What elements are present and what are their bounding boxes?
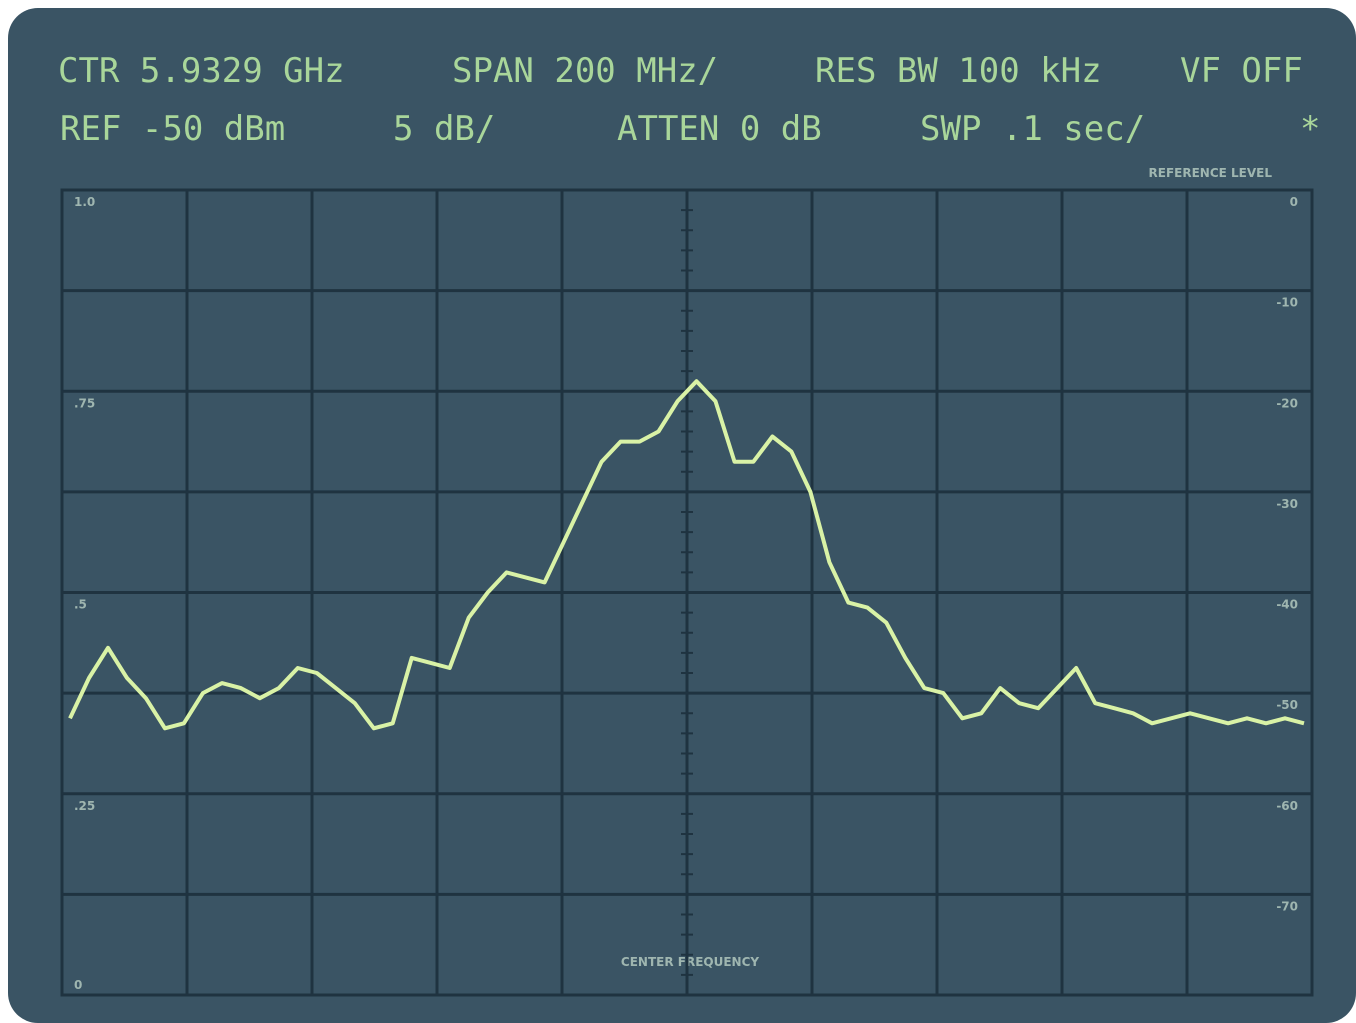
y-tick-label: .75	[74, 396, 95, 410]
y-tick-label: 0	[74, 978, 82, 992]
y-tick-label: .5	[74, 598, 87, 612]
header-text: ATTEN 0 dB	[617, 109, 822, 149]
header-text: VF OFF	[1180, 51, 1303, 91]
header-text: SPAN 200 MHz/	[452, 51, 718, 91]
axis-title: REFERENCE LEVEL	[1149, 166, 1273, 180]
header-text: SWP .1 sec/	[920, 109, 1145, 149]
y-tick-label: 1.0	[74, 195, 95, 209]
y2-tick-label: -20	[1276, 396, 1298, 410]
y2-tick-label: -10	[1276, 296, 1298, 310]
screen	[8, 8, 1356, 1023]
header-text: CTR 5.9329 GHz	[58, 51, 345, 91]
y2-tick-label: -30	[1276, 497, 1298, 511]
header-text: RES BW 100 kHz	[815, 51, 1102, 91]
header-text: 5 dB/	[393, 109, 495, 149]
y2-tick-label: -60	[1276, 799, 1298, 813]
x-axis-title: CENTER FREQUENCY	[621, 955, 759, 969]
y2-tick-label: -70	[1276, 899, 1298, 913]
y-tick-label: .25	[74, 799, 95, 813]
y2-tick-label: -40	[1276, 598, 1298, 612]
trace	[68, 379, 1305, 731]
header-text: REF -50 dBm	[60, 109, 285, 149]
header-text: *	[1300, 109, 1320, 149]
y2-tick-label: -50	[1276, 698, 1298, 712]
y2-tick-label: 0	[1290, 195, 1298, 209]
